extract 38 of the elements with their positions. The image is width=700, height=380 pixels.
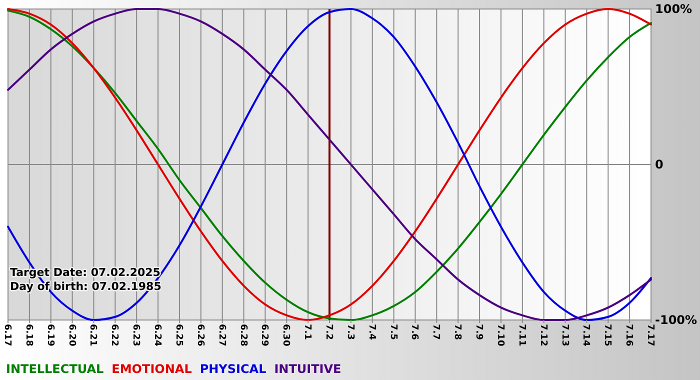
x-tick-label: 7.2 — [324, 324, 334, 340]
x-tick-label: 7.6 — [409, 324, 420, 340]
x-tick-label: 7.4 — [366, 324, 376, 340]
x-tick-label: 7.10 — [494, 324, 505, 346]
x-tick-label: 7.16 — [624, 324, 634, 346]
x-tick-label: 6.29 — [259, 324, 270, 346]
x-tick-label: 7.17 — [645, 324, 655, 346]
x-tick-label: 6.30 — [280, 324, 291, 346]
text: PHYSICAL — [200, 362, 267, 376]
x-tick-label: 7.12 — [538, 324, 548, 346]
x-tick-label: 6.25 — [173, 324, 184, 346]
x-tick-label: 7.7 — [430, 324, 441, 340]
text: INTUITIVE — [274, 362, 342, 376]
x-tick-label: 6.20 — [66, 324, 76, 346]
x-tick-label: 6.26 — [194, 324, 205, 346]
text: EMOTIONAL — [112, 362, 192, 376]
x-tick-label: 7.5 — [388, 324, 398, 340]
x-tick-label: 6.18 — [23, 324, 34, 346]
y-tick-label: 0 — [655, 158, 664, 172]
x-tick-label: 7.8 — [452, 324, 462, 340]
x-tick-label: 7.11 — [516, 324, 526, 346]
x-tick-label: 6.21 — [88, 324, 98, 346]
x-tick-label: 6.24 — [152, 324, 162, 346]
x-tick-label: 6.23 — [130, 324, 141, 346]
text: INTELLECTUAL — [6, 362, 104, 376]
x-tick-label: 6.19 — [44, 324, 55, 346]
y-tick-label: 100% — [655, 2, 692, 16]
x-tick-label: 6.22 — [109, 324, 120, 346]
x-tick-label: 7.14 — [580, 324, 591, 346]
x-tick-label: 6.17 — [2, 324, 12, 346]
y-tick-label: -100% — [655, 313, 698, 328]
x-tick-label: 7.13 — [559, 324, 570, 346]
x-tick-label: 6.28 — [238, 324, 248, 346]
x-tick-label: 7.3 — [344, 324, 355, 340]
x-tick-label: 7.1 — [302, 324, 312, 340]
x-tick-label: 6.27 — [216, 324, 226, 346]
x-tick-label: 7.15 — [602, 324, 612, 346]
x-tick-label: 7.9 — [474, 324, 484, 340]
